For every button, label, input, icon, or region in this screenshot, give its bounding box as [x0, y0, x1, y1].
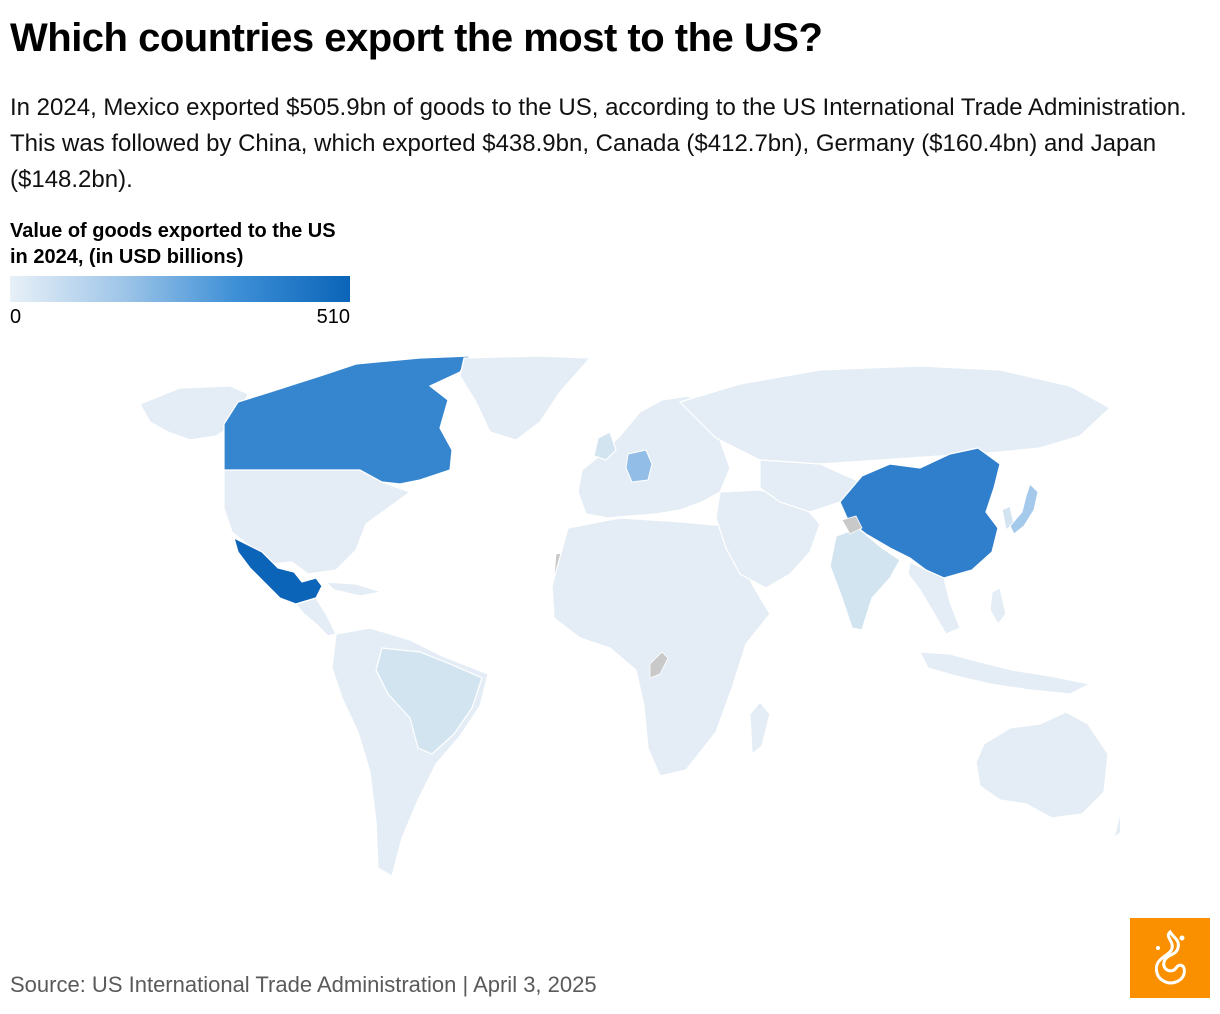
country-canada: [223, 355, 472, 485]
usa-region: [223, 469, 412, 575]
country-mexico: [233, 536, 323, 605]
legend-max-label: 510: [316, 306, 350, 328]
page-title: Which countries export the most to the U…: [10, 16, 823, 60]
legend-min-label: 0: [10, 306, 22, 328]
indonesia-region: [918, 651, 1092, 695]
uk-region: [593, 431, 617, 461]
country-china: [839, 447, 1001, 579]
philippines-region: [989, 587, 1007, 626]
brazil-region: [375, 647, 483, 755]
no-data-kashmir: [841, 515, 863, 535]
world-map-svg: [139, 355, 1120, 877]
india-region: [829, 527, 901, 631]
legend-gradient-bar: [10, 276, 350, 302]
europe-region: [577, 395, 731, 519]
central-asia-region: [759, 459, 862, 513]
country-germany: [625, 449, 653, 483]
russia-region: [678, 365, 1112, 465]
al-jazeera-logo-icon: [1130, 918, 1210, 998]
no-data-congo-area: [649, 651, 669, 679]
central-america-region: [294, 597, 337, 637]
page-subtitle: In 2024, Mexico exported $505.9bn of goo…: [10, 94, 1187, 193]
color-legend: Value of goods exported to the US in 202…: [10, 218, 355, 330]
source-footer: Source: US International Trade Administr…: [10, 972, 597, 997]
country-japan: [1009, 483, 1039, 535]
new-zealand-region: [1112, 813, 1120, 840]
logo-calligraphy-icon: [1154, 929, 1186, 985]
world-map: [120, 352, 1120, 892]
southeast-asia-region: [907, 561, 961, 635]
legend-title: Value of goods exported to the US in 202…: [10, 220, 336, 268]
legend-scale: 0 510: [10, 306, 350, 330]
australia-region: [975, 711, 1109, 819]
greenland-region: [459, 355, 592, 441]
caribbean-region: [324, 581, 383, 597]
madagascar-region: [749, 701, 771, 756]
